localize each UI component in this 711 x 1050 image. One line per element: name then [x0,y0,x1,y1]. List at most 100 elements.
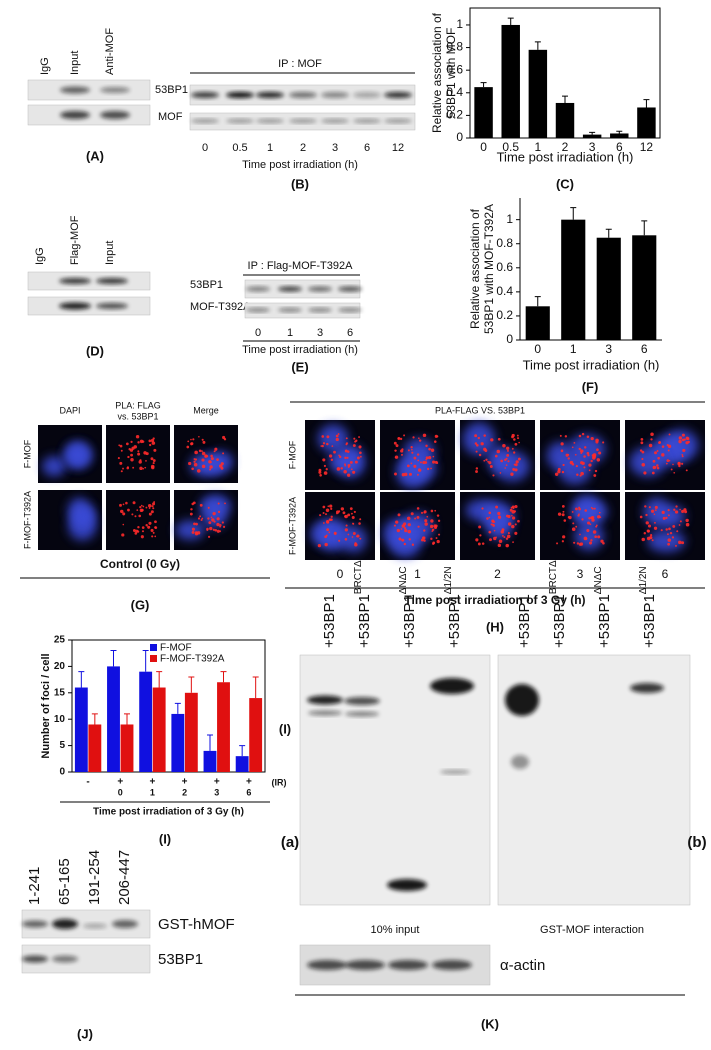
pla-dot [684,510,688,514]
error-bar [142,650,149,672]
y-tick-label: 0.6 [446,62,463,76]
pla-dot [653,526,658,530]
blot-band [256,119,284,123]
micrograph [460,420,535,490]
pla-dot [681,455,684,458]
pla-dot [408,472,412,476]
caption: 10% input [371,924,420,936]
axis-title: Time post irradiation (h) [242,159,358,171]
pla-dot [578,434,582,438]
pla-dot [425,456,429,460]
pla-dot [438,533,441,536]
bar [596,237,621,340]
pla-dot [573,541,576,544]
nucleus [395,455,429,489]
pla-dot [678,540,682,545]
y-tick-label: 0.8 [446,40,463,54]
pla-dot [511,435,514,439]
pla-dot [602,441,605,444]
pla-dot [198,449,202,453]
nucleus [546,441,574,470]
pla-dot [325,513,328,516]
pla-dot [412,436,415,439]
pla-dot [127,455,130,459]
pla-dot [356,456,360,460]
pla-dot [414,517,417,520]
pla-dot [206,528,209,531]
pla-dot [139,505,142,509]
pla-dot [401,473,406,477]
pla-dot [597,515,601,519]
pla-dot [321,444,324,448]
pla-dot [399,437,403,441]
pla-dot [145,506,148,509]
pla-dot [345,443,348,446]
y-tick-label: 1 [506,212,513,226]
bar [120,724,134,772]
panel-label: (E) [291,359,308,374]
blot-band [191,92,219,98]
pla-dot [575,464,578,468]
blot-band [246,286,270,292]
pla-dot [214,447,218,451]
pla-dot [673,508,676,511]
time-label: 0 [202,142,208,154]
pla-dot [430,448,435,452]
pla-dot [475,467,479,470]
pla-dot [686,437,690,441]
pla-dot [358,436,361,439]
pla-dot [195,522,198,526]
pla-dot [577,514,580,517]
pla-dot [218,464,223,468]
lane-label: Input [69,51,81,75]
blot-band [289,92,317,98]
pla-dot [661,445,665,448]
pla-dot [654,509,657,512]
panel-label: (I) [159,831,171,846]
pla-dot [657,456,660,460]
lane-label: Flag-MOF [69,215,81,265]
pla-dot [191,530,195,534]
panel-label: (K) [481,1016,499,1031]
bar [88,724,102,772]
pla-dot [150,457,154,461]
y-axis-title: Relative association of [430,12,444,133]
y-tick-label: 0.8 [496,236,513,250]
pla-dot [432,460,436,464]
pla-dot [687,440,690,444]
error-bar [206,734,213,751]
time-label: 3 [577,567,584,581]
pla-dot [400,449,404,453]
error-bar [562,95,568,103]
pla-dot [424,519,428,523]
pla-dot [647,524,652,528]
pla-dot [507,522,512,526]
pla-dot [640,438,644,441]
pla-dot [317,543,322,548]
pla-dot [127,508,130,512]
lane-label: +53BP1BRCTΔ [548,560,568,648]
pla-dot [645,513,648,517]
pla-dot [338,455,342,459]
pla-dot [650,432,654,436]
y-axis-title: 53BP1 with MOF [444,28,458,119]
x-tick-label: 1 [570,342,577,356]
panel-label: (D) [86,343,104,358]
pla-dot [598,451,602,455]
pla-dot [651,471,655,475]
blot-band [338,286,362,292]
pla-dot [653,513,656,516]
nucleus [42,455,66,477]
pla-dot [147,504,152,508]
panel-label: (F) [582,379,599,394]
pla-dot [571,527,576,531]
y-axis-title: 53BP1 with MOF-T392A [482,204,496,334]
x-tick-label: 6 [641,342,648,356]
pla-dot [590,506,593,509]
row-label: MOF [158,111,183,123]
pla-dot [401,538,405,542]
pla-dot [154,526,158,530]
pla-dot [483,434,486,437]
blot-title: IP : MOF [278,58,322,70]
pla-dot [325,508,330,513]
